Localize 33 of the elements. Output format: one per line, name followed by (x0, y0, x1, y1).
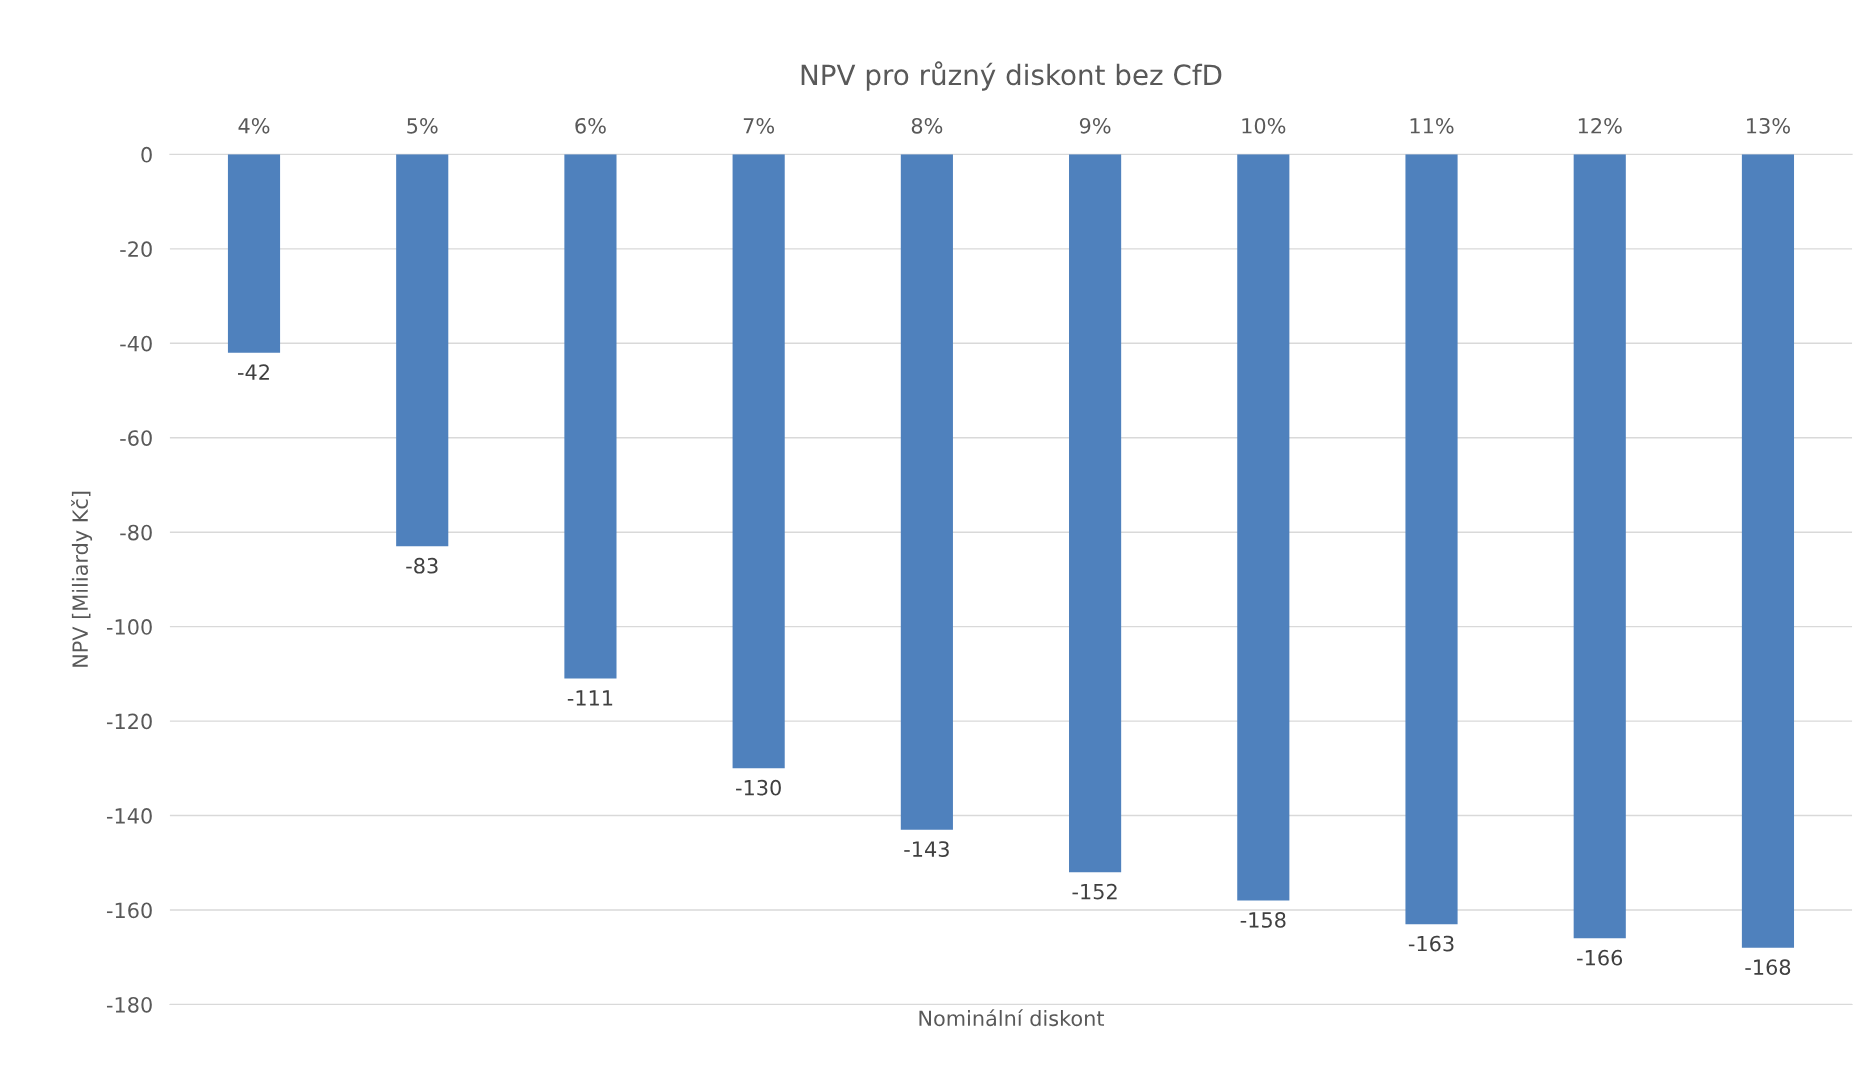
y-tick-label: -60 (120, 430, 152, 446)
data-label: -163 (1408, 935, 1454, 952)
x-tick-label: 7% (743, 117, 775, 134)
x-tick-label: 13% (1747, 117, 1790, 134)
x-tick-label: 4% (238, 117, 270, 134)
data-label: -158 (1240, 912, 1286, 928)
data-label: -168 (1745, 959, 1791, 976)
y-tick-label: -80 (120, 524, 152, 541)
data-label: -166 (1577, 949, 1623, 966)
data-label: -42 (238, 364, 269, 380)
data-label: -83 (406, 557, 438, 574)
data-label: -152 (1072, 883, 1117, 900)
y-tick-label: -120 (106, 713, 152, 730)
x-axis-title: Nominální diskont (919, 1009, 1105, 1027)
x-tick-label: 8% (911, 117, 943, 134)
x-tick-label: 12% (1578, 117, 1622, 134)
y-tick-label: -160 (106, 902, 152, 919)
y-tick-label: -100 (106, 619, 152, 635)
y-tick-label: -40 (120, 335, 152, 352)
x-tick-label: 6% (575, 117, 606, 134)
y-tick-label: 0 (141, 146, 152, 163)
x-tick-label: 10% (1242, 117, 1286, 134)
y-axis-title: NPV [Miliardy Kč] (71, 491, 93, 667)
x-tick-label: 11% (1410, 117, 1454, 134)
x-tick-label: 9% (1079, 117, 1111, 134)
data-label: -111 (567, 690, 613, 706)
data-label: -143 (904, 841, 949, 857)
chart-title: NPV pro různý diskont bez CfD (801, 61, 1222, 91)
y-tick-label: -180 (106, 996, 152, 1013)
y-tick-label: -140 (106, 808, 152, 824)
x-tick-label: 5% (407, 117, 438, 134)
y-tick-label: -20 (120, 241, 152, 258)
data-label: -130 (736, 779, 781, 796)
